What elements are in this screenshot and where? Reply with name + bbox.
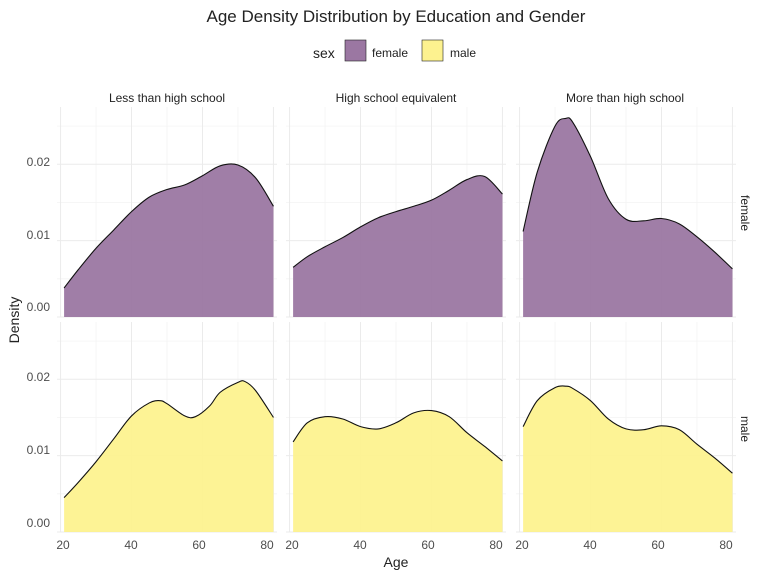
legend-title: sex: [313, 45, 335, 61]
x-ticks-col3: 20 40 60 80: [515, 538, 733, 552]
density-area-male: [64, 380, 274, 532]
x-tick-label: 40: [124, 538, 138, 552]
y-ticks-top: 0.00 0.01 0.02: [27, 155, 51, 314]
row-strips: female male: [738, 195, 752, 442]
x-tick-label: 20: [56, 538, 70, 552]
density-line-male: [522, 385, 733, 474]
x-ticks-col1: 20 40 60 80: [56, 538, 274, 552]
x-tick-label: 80: [719, 538, 733, 552]
strip-more-than-high-school: More than high school: [566, 91, 684, 105]
density-line-female: [522, 117, 733, 270]
density-area-male: [293, 410, 503, 532]
x-tick-label: 80: [489, 538, 503, 552]
y-tick-label: 0.02: [27, 370, 51, 384]
x-tick-label: 40: [353, 538, 367, 552]
facet-panel: [516, 107, 736, 318]
facet-panel: [286, 107, 506, 318]
density-line-female: [63, 163, 274, 289]
y-axis-title: Density: [6, 297, 22, 344]
x-tick-label: 60: [192, 538, 206, 552]
y-tick-label: 0.01: [27, 228, 51, 242]
density-area-female: [523, 117, 733, 317]
legend: sex female male: [313, 39, 476, 62]
legend-label-female: female: [372, 46, 408, 60]
x-tick-label: 20: [515, 538, 529, 552]
strip-male: male: [738, 416, 752, 442]
facet-panel: [516, 322, 736, 533]
facet-panel: [57, 322, 277, 533]
y-tick-label: 0.01: [27, 443, 51, 457]
legend-key-female: [344, 39, 367, 62]
density-line-male: [292, 409, 503, 462]
density-area-male: [523, 385, 733, 532]
x-tick-label: 60: [421, 538, 435, 552]
legend-label-male: male: [450, 46, 476, 60]
x-axis-title: Age: [384, 554, 409, 570]
strip-less-than-high-school: Less than high school: [109, 91, 225, 105]
x-tick-label: 80: [260, 538, 274, 552]
x-tick-label: 60: [651, 538, 665, 552]
x-tick-label: 20: [285, 538, 299, 552]
strip-high-school-equivalent: High school equivalent: [336, 91, 457, 105]
legend-key-male: [421, 39, 444, 62]
density-area-female: [64, 163, 274, 317]
facet-panels: [57, 107, 736, 533]
density-line-male: [63, 380, 274, 499]
facet-panel: [286, 322, 506, 533]
y-ticks-bottom: 0.00 0.01 0.02: [27, 370, 51, 530]
x-ticks-col2: 20 40 60 80: [285, 538, 503, 552]
density-line-female: [292, 175, 503, 268]
chart-title: Age Density Distribution by Education an…: [207, 7, 586, 26]
y-tick-label: 0.00: [27, 516, 51, 530]
facet-panel: [57, 107, 277, 318]
y-tick-label: 0.00: [27, 300, 51, 314]
x-tick-label: 40: [583, 538, 597, 552]
y-tick-label: 0.02: [27, 155, 51, 169]
column-strips: Less than high school High school equiva…: [109, 91, 684, 105]
strip-female: female: [738, 195, 752, 231]
density-area-female: [293, 175, 503, 317]
